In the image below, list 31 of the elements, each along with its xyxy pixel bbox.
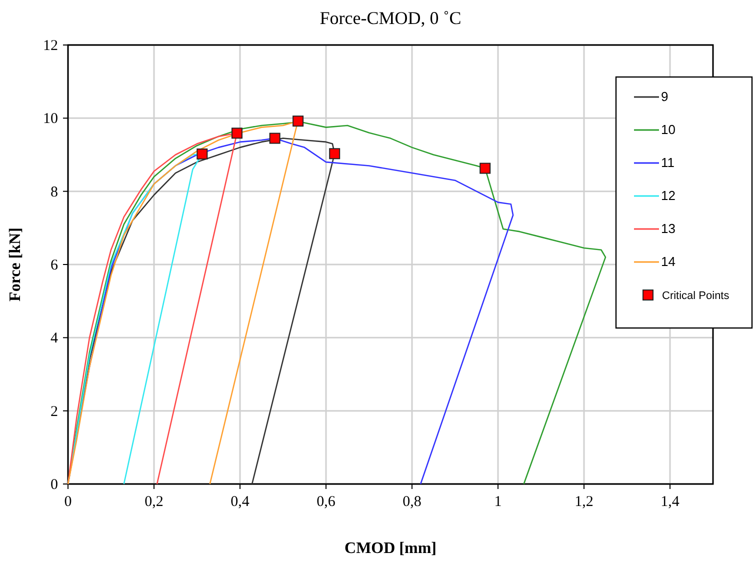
chart-title: Force-CMOD, 0 ˚C bbox=[320, 8, 462, 28]
y-tick-label: 0 bbox=[50, 477, 58, 493]
legend-label: 9 bbox=[661, 89, 668, 104]
y-tick-label: 10 bbox=[43, 111, 58, 128]
y-tick-label: 12 bbox=[43, 38, 58, 54]
y-tick-label: 8 bbox=[50, 184, 58, 200]
legend-label: 13 bbox=[661, 221, 676, 236]
legend-label: 11 bbox=[661, 155, 674, 170]
x-tick-label: 0,6 bbox=[316, 494, 336, 510]
y-tick-label: 6 bbox=[50, 258, 58, 274]
point bbox=[269, 132, 280, 144]
point bbox=[329, 148, 340, 160]
x-axis-title: CMOD [mm] bbox=[344, 540, 436, 557]
legend-label: 12 bbox=[661, 188, 676, 203]
x-tick-label: 0,2 bbox=[144, 494, 164, 510]
legend-label: 10 bbox=[661, 122, 676, 137]
point bbox=[231, 128, 242, 139]
x-tick-label: 1,4 bbox=[660, 494, 680, 510]
point bbox=[480, 162, 491, 174]
point bbox=[196, 148, 208, 160]
legend-label: Critical Points bbox=[662, 290, 730, 302]
y-tick-label: 2 bbox=[50, 404, 58, 420]
x-tick-label: 0,4 bbox=[230, 494, 250, 510]
x-tick-label: 1 bbox=[494, 494, 502, 510]
legend-label: 14 bbox=[661, 254, 676, 269]
point bbox=[292, 116, 304, 127]
x-tick-label: 0,8 bbox=[402, 494, 422, 510]
x-tick-label: 0 bbox=[64, 494, 72, 510]
y-tick-label: 4 bbox=[50, 330, 58, 347]
y-axis-title: Force [kN] bbox=[7, 228, 24, 302]
x-tick-label: 1,2 bbox=[574, 494, 594, 510]
